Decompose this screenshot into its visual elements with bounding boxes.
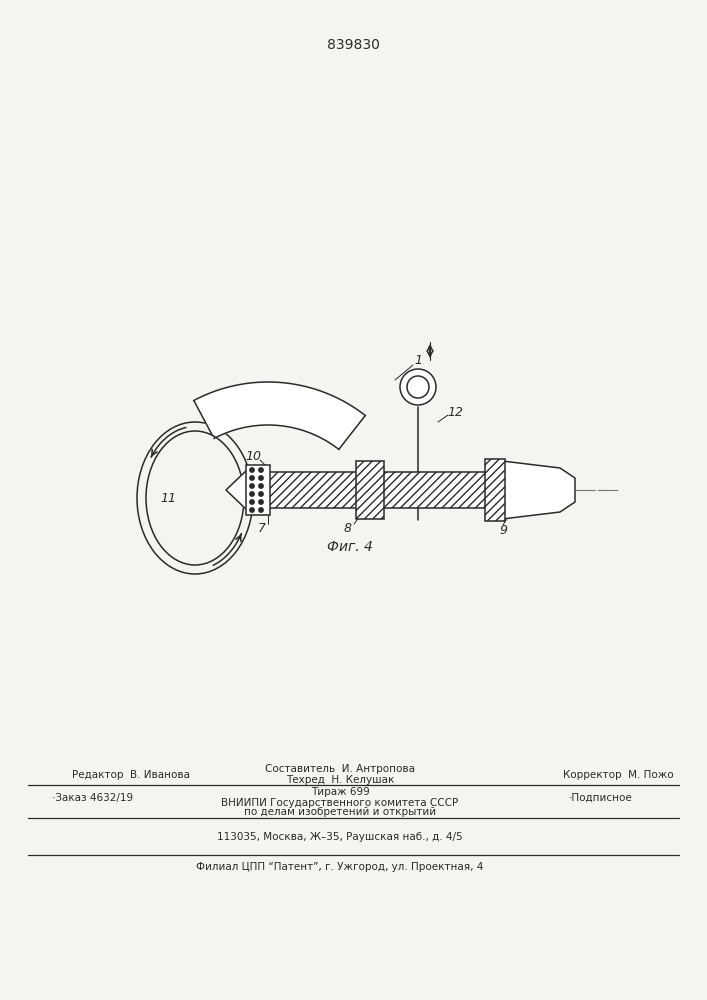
Circle shape	[259, 484, 263, 488]
Text: Филиал ЦПП “Патент”, г. Ужгород, ул. Проектная, 4: Филиал ЦПП “Патент”, г. Ужгород, ул. Про…	[197, 862, 484, 872]
Bar	[356, 461, 384, 519]
Text: 839830: 839830	[327, 38, 380, 52]
Text: ·Подписное: ·Подписное	[569, 792, 633, 802]
Bar	[248, 472, 510, 508]
Circle shape	[250, 468, 255, 472]
Bar	[356, 461, 384, 519]
Text: Корректор  М. Пожо: Корректор М. Пожо	[563, 770, 673, 780]
Text: 7: 7	[258, 522, 266, 534]
Text: 12: 12	[447, 406, 463, 418]
Bar	[485, 459, 505, 521]
Circle shape	[250, 508, 255, 512]
Circle shape	[259, 508, 263, 512]
Text: Редактор  В. Иванова: Редактор В. Иванова	[72, 770, 190, 780]
Text: Составитель  И. Антропова: Составитель И. Антропова	[265, 764, 415, 774]
Text: 11: 11	[160, 491, 176, 504]
Text: ВНИИПИ Государственного комитета СССР: ВНИИПИ Государственного комитета СССР	[221, 798, 459, 808]
Text: 10: 10	[245, 450, 261, 464]
Text: ·Заказ 4632/19: ·Заказ 4632/19	[52, 792, 133, 802]
Ellipse shape	[137, 422, 253, 574]
Circle shape	[250, 492, 255, 496]
Circle shape	[407, 376, 429, 398]
Circle shape	[259, 468, 263, 472]
Polygon shape	[226, 469, 248, 511]
Text: 1: 1	[414, 354, 422, 366]
Text: Техред  Н. Келушак: Техред Н. Келушак	[286, 775, 395, 785]
Text: 9: 9	[499, 524, 507, 536]
Circle shape	[250, 484, 255, 488]
Text: 8: 8	[344, 522, 352, 534]
Bar	[485, 459, 505, 521]
Bar	[246, 465, 270, 515]
Text: Тираж 699: Тираж 699	[310, 787, 369, 797]
Circle shape	[259, 492, 263, 496]
Bar	[248, 472, 510, 508]
Text: 113035, Москва, Ж–35, Раушская наб., д. 4/5: 113035, Москва, Ж–35, Раушская наб., д. …	[217, 832, 463, 842]
Polygon shape	[194, 382, 366, 449]
Circle shape	[259, 500, 263, 504]
Circle shape	[400, 369, 436, 405]
Text: Фиг. 4: Фиг. 4	[327, 540, 373, 554]
Ellipse shape	[146, 431, 244, 565]
Circle shape	[259, 476, 263, 480]
Circle shape	[250, 476, 255, 480]
Polygon shape	[494, 460, 575, 520]
Circle shape	[250, 500, 255, 504]
Text: по делам изобретений и открытий: по делам изобретений и открытий	[244, 807, 436, 817]
